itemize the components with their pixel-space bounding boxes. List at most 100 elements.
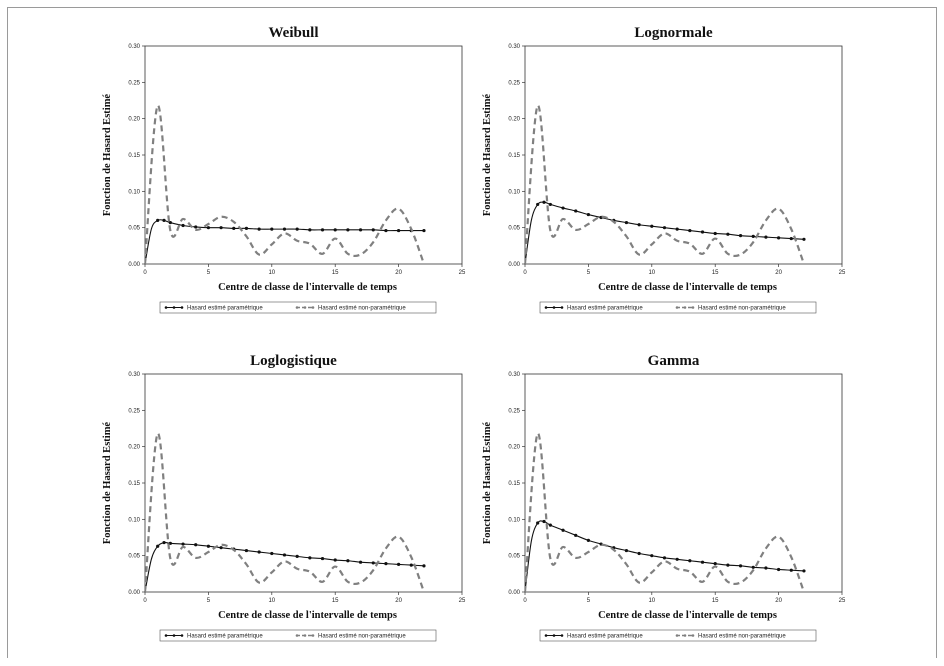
legend-marker — [172, 306, 176, 309]
data-point — [624, 220, 629, 225]
x-tick-label: 20 — [395, 598, 402, 604]
data-point — [333, 228, 337, 232]
legend-marker — [560, 634, 564, 637]
x-tick-label: 25 — [459, 598, 466, 604]
plot-frame — [524, 373, 843, 593]
x-tick-label: 0 — [143, 598, 147, 604]
chart-title: Gamma — [648, 353, 700, 369]
plot-frame — [524, 45, 843, 265]
y-tick-label: 0.25 — [508, 408, 520, 414]
chart-svg: Weibull 0.00 0.05 0.10 0.15 0.20 0.25 0.30 0 5 10 1… — [102, 25, 466, 314]
series-hasard-estime-non-parametrique — [145, 432, 425, 592]
data-point — [713, 231, 717, 236]
y-tick-label: 0.10 — [128, 189, 140, 195]
data-point — [346, 228, 350, 232]
legend-marker — [180, 306, 184, 309]
series-hasard-estime-non-parametrique — [525, 104, 805, 264]
chart-title: Weibull — [268, 25, 318, 41]
figure-container: Weibull 0.00 0.05 0.10 0.15 0.20 0.25 0.30 0 5 10 1… — [7, 7, 937, 658]
data-point — [536, 521, 540, 525]
data-point — [270, 227, 274, 231]
data-point — [422, 564, 426, 568]
series-hasard-estime-parametrique — [525, 200, 806, 264]
x-tick-label: 15 — [332, 598, 339, 604]
data-point — [156, 544, 160, 548]
data-point — [358, 228, 363, 232]
y-tick-label: 0.25 — [128, 80, 140, 86]
legend-label: Hasard estimé non-paramétrique — [698, 306, 786, 312]
y-tick-label: 0.00 — [508, 590, 520, 596]
data-point — [688, 228, 692, 233]
legend-label: Hasard estimé paramétrique — [567, 306, 643, 312]
data-point — [650, 554, 654, 558]
data-point — [586, 212, 590, 217]
data-point — [726, 563, 730, 567]
y-tick-label: 0.00 — [508, 262, 520, 268]
data-point — [308, 228, 312, 232]
data-point — [662, 226, 667, 230]
data-point — [181, 542, 185, 546]
data-point — [282, 553, 287, 557]
chart-gamma: Gamma 0.00 0.05 0.10 0.15 0.20 0.25 0.30 0 5 10 15 2… — [388, 336, 858, 666]
series-line — [525, 104, 805, 264]
data-point — [561, 528, 565, 532]
data-point — [713, 562, 717, 566]
series-line — [145, 432, 425, 592]
data-point — [751, 565, 755, 569]
chart-title: Loglogistique — [250, 353, 337, 369]
data-point — [181, 223, 185, 228]
data-point — [777, 236, 781, 240]
series-hasard-estime-parametrique — [145, 540, 426, 592]
legend: Hasard estimé paramétrique Hasard estimé … — [539, 629, 817, 642]
legend-marker — [544, 634, 548, 637]
x-tick-label: 20 — [775, 598, 782, 604]
series-hasard-estime-non-parametrique — [525, 432, 805, 592]
x-tick-label: 0 — [523, 598, 527, 604]
y-tick-label: 0.10 — [508, 517, 520, 523]
y-tick-label: 0.05 — [508, 554, 520, 560]
data-point — [789, 236, 793, 241]
data-point — [586, 538, 590, 543]
data-point — [168, 541, 172, 545]
x-tick-label: 25 — [839, 598, 846, 604]
y-tick-label: 0.15 — [508, 481, 520, 487]
series-line — [145, 104, 425, 264]
y-tick-label: 0.20 — [508, 117, 520, 123]
legend-marker — [683, 306, 687, 309]
x-tick-label: 25 — [459, 270, 466, 276]
data-point — [599, 542, 603, 546]
data-point — [194, 543, 198, 547]
data-point — [726, 232, 730, 236]
x-tick-label: 10 — [648, 598, 655, 604]
y-tick-label: 0.15 — [128, 481, 140, 487]
x-tick-label: 10 — [268, 598, 275, 604]
y-axis-label: Fonction de Hasard Estimé — [482, 94, 493, 217]
data-point — [764, 235, 768, 239]
data-point — [675, 557, 679, 561]
data-point — [168, 220, 172, 225]
chart-svg: Gamma 0.00 0.05 0.10 0.15 0.20 0.25 0.30 0 5 10 15 2… — [482, 353, 846, 642]
data-point — [384, 562, 388, 566]
legend-marker — [691, 634, 695, 637]
data-point — [244, 226, 249, 230]
data-point — [675, 227, 679, 231]
chart-lognormale: Lognormale 0.00 0.05 0.10 0.15 0.20 0.25 0.30 0 5… — [388, 8, 858, 338]
x-tick-label: 20 — [395, 270, 402, 276]
legend-marker — [311, 306, 315, 309]
data-point — [777, 567, 781, 572]
y-tick-label: 0.30 — [508, 44, 520, 50]
x-tick-label: 0 — [523, 270, 527, 276]
data-point — [308, 556, 312, 560]
legend-marker — [675, 306, 679, 309]
legend-label: Hasard estimé non-paramétrique — [698, 634, 786, 640]
x-tick-label: 5 — [207, 270, 211, 276]
data-point — [206, 226, 210, 230]
y-tick-label: 0.15 — [128, 153, 140, 159]
y-tick-label: 0.20 — [128, 445, 140, 451]
data-point — [409, 563, 413, 567]
x-tick-label: 10 — [268, 270, 275, 276]
data-point — [206, 544, 210, 548]
x-tick-label: 15 — [332, 270, 339, 276]
legend-marker — [691, 306, 695, 309]
data-point — [219, 546, 223, 550]
